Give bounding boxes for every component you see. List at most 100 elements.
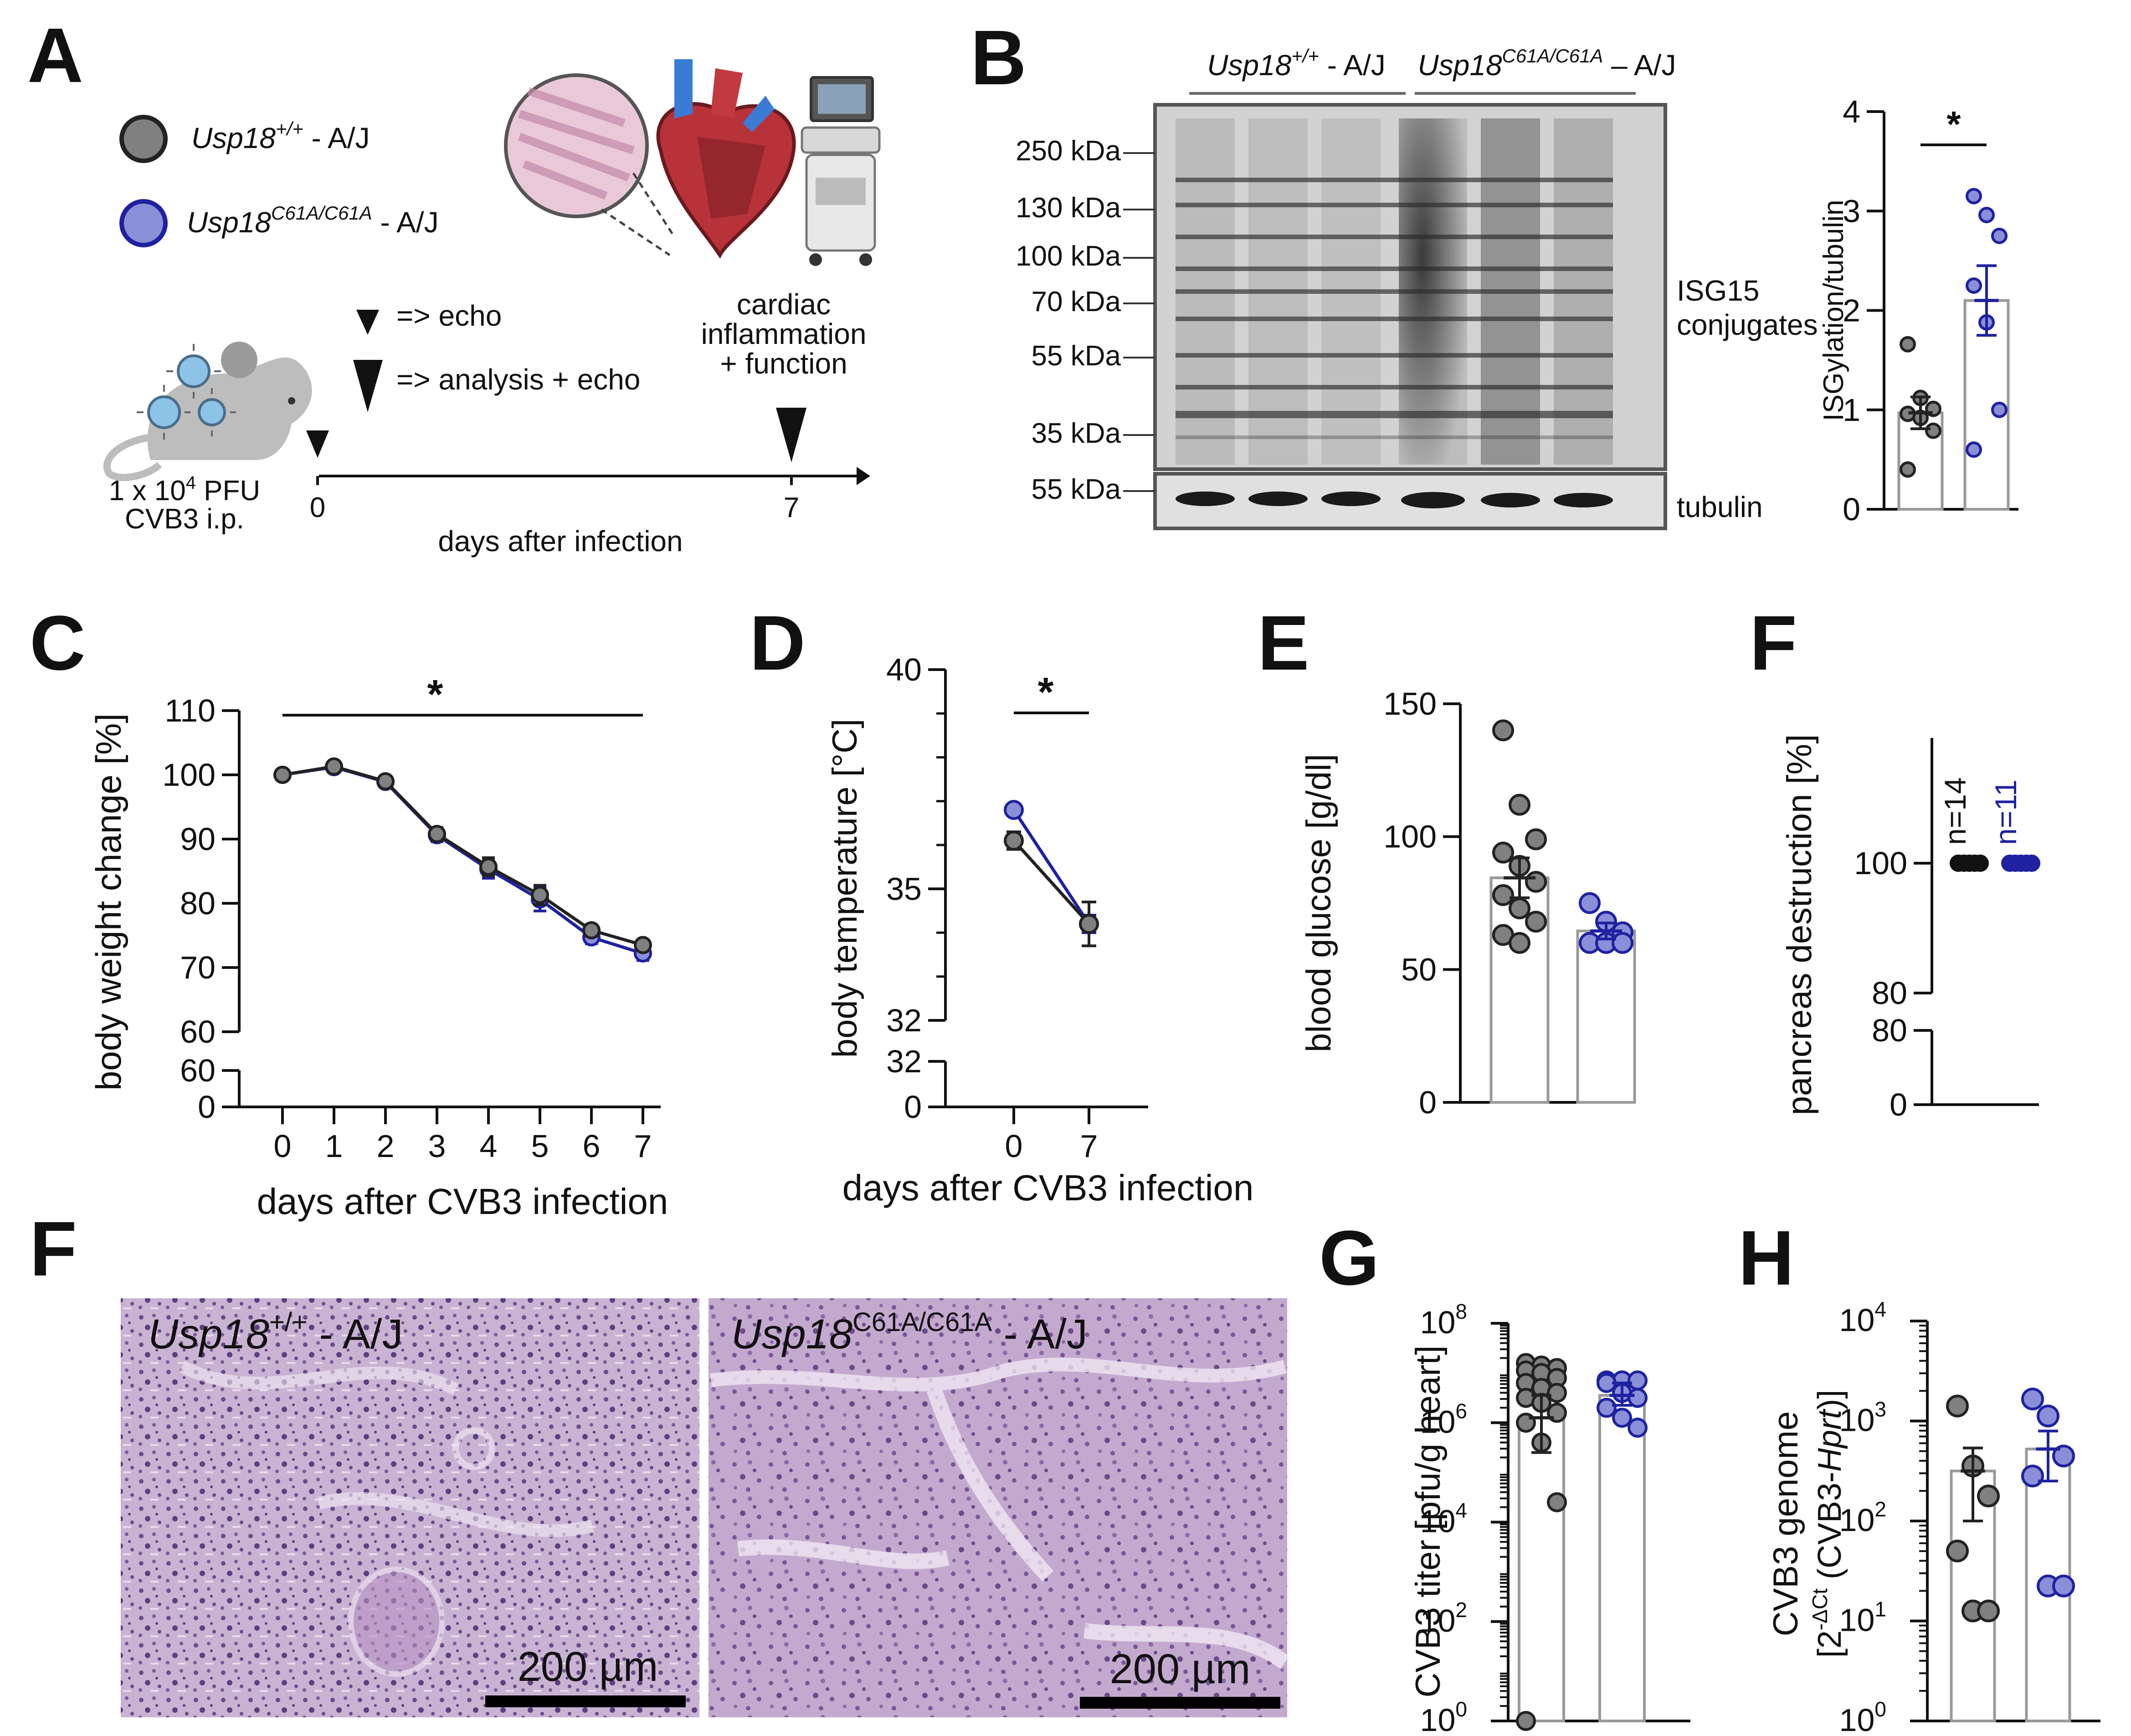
y-axis-label: body weight change [%] <box>88 713 128 1091</box>
y-tick-2-label: 2 <box>1843 293 1860 328</box>
significance-label: * <box>1946 104 1961 144</box>
y-axis-label: body temperature [°C] <box>826 719 864 1058</box>
timeline-marker-day0 <box>306 430 329 458</box>
point-1-3 <box>1966 277 1982 294</box>
y-tick-label-0: 100 <box>1420 1697 1467 1736</box>
point-1-0 <box>1579 892 1601 914</box>
y-tick-upper-3-label: 90 <box>180 821 216 857</box>
blot-label-isg15: ISG15 <box>1677 274 1759 307</box>
y-tick-upper-0-label: 60 <box>180 1014 216 1050</box>
point-1-2 <box>1991 227 2008 244</box>
point-0-4 <box>1972 855 1989 872</box>
panel-label-a: A <box>27 12 83 99</box>
timeline-marker-day7 <box>776 408 806 462</box>
series-line-0 <box>1012 840 1090 925</box>
x-tick-label-2: 2 <box>377 1128 395 1164</box>
point-0-5 <box>1525 871 1547 893</box>
point-0-1 <box>1079 914 1099 934</box>
blot-label-conjugates: conjugates <box>1677 308 1818 341</box>
chart-body-temperature: 32 35 40 0 32 0 7 * days after CVB3 infection bod… <box>826 652 1253 1208</box>
y-tick-label-1: 102 <box>1420 1598 1467 1639</box>
point-0-3 <box>1946 1539 1969 1562</box>
point-0-0 <box>1946 1394 1969 1418</box>
marker-250: 250 kDa <box>1016 135 1121 167</box>
y-tick-lower-0-label: 0 <box>198 1089 216 1125</box>
x-tick-label-1: 7 <box>1080 1128 1098 1164</box>
histology-panel: Usp18+/+ - A/J 200 µm Usp18C61A/C61A - A… <box>121 1298 1290 1717</box>
legend-dot-wt <box>119 115 168 163</box>
point-1-5 <box>1991 401 2008 418</box>
he-scalebar-wt <box>485 1695 686 1707</box>
marker-70: 70 kDa <box>1032 286 1121 317</box>
y-tick-3-label: 150 <box>1383 686 1437 722</box>
y-tick-label-4: 104 <box>1839 1297 1886 1338</box>
x-axis-label: days after CVB3 infection <box>842 1168 1254 1208</box>
dose-line-1: 1 x 104 PFU <box>109 473 260 507</box>
y-tick-lower-1-label: 80 <box>1872 1013 1907 1048</box>
point-0-0 <box>1004 830 1024 851</box>
he-scalebar-label-mut: 200 µm <box>1110 1646 1251 1692</box>
significance-label: * <box>427 672 443 717</box>
y-tick-label-2: 104 <box>1420 1499 1467 1539</box>
blot-label-tubulin: tubulin <box>1677 491 1763 523</box>
point-0-1 <box>325 757 343 776</box>
he-mut-structures <box>710 1357 1290 1669</box>
point-0-2 <box>1977 1485 2000 1508</box>
y-tick-label-3: 106 <box>1420 1399 1467 1439</box>
point-1-8 <box>1628 1418 1648 1438</box>
y-tick-upper-2-label: 40 <box>886 652 922 687</box>
chart-cvb3-genome: 100 101 102 103 104 CVB3 genome[2-ΔCt (CVB3-H… <box>1766 1297 2100 1736</box>
panel-label-d: D <box>750 600 806 686</box>
point-0-6 <box>1900 461 1916 478</box>
marker-tubulin-55: 55 kDa <box>1032 474 1121 505</box>
point-0-0 <box>273 766 292 784</box>
chart-cvb3-titer: 100 102 104 106 108 CVB3 titer [pfu/g heart] <box>1409 1300 1690 1736</box>
y-tick-upper-1-label: 70 <box>180 950 216 985</box>
significance-label: * <box>1037 670 1053 715</box>
blot-group-mut: Usp18C61A/C61A – A/J <box>1418 45 1676 82</box>
marker-130: 130 kDa <box>1016 192 1121 224</box>
blot-markers: 250 kDa 130 kDa 100 kDa 70 kDa 55 kDa 35… <box>1016 135 1155 449</box>
y-tick-label-2: 102 <box>1839 1497 1886 1538</box>
y-tick-lower-0-label: 0 <box>1890 1087 1907 1122</box>
histology-inset <box>504 73 676 256</box>
point-1-4 <box>2023 855 2040 872</box>
x-axis-label: days after CVB3 infection <box>257 1181 668 1222</box>
he-label-wt: Usp18+/+ - A/J <box>148 1307 403 1357</box>
point-0-8 <box>1525 911 1547 933</box>
point-1-2 <box>1628 1370 1648 1391</box>
panel-a: A Usp18+/+ - A/J Usp18C61A/C61A - A/J <box>27 12 881 558</box>
x-tick-label-6: 6 <box>583 1128 601 1164</box>
point-1-1 <box>1978 206 1995 223</box>
he-scalebar-label-wt: 200 µm <box>518 1644 658 1690</box>
chart-blood-glucose: 0 50 100 150 blood glucose [g/dl] <box>1299 686 1636 1120</box>
point-0-4 <box>479 857 498 876</box>
y-tick-upper-1-label: 35 <box>886 871 922 906</box>
y-axis-label: ISGylation/tubulin <box>1818 200 1849 421</box>
y-tick-0-label: 0 <box>1419 1085 1437 1120</box>
point-0-7 <box>1509 897 1530 920</box>
y-tick-label-0: 100 <box>1839 1697 1886 1736</box>
legend-wt: Usp18+/+ - A/J <box>191 118 370 154</box>
timeline-label-7: 7 <box>784 492 799 523</box>
dose-line-2: CVB3 i.p. <box>125 503 244 535</box>
he-scalebar-mut <box>1080 1697 1280 1709</box>
y-tick-3-label: 3 <box>1843 193 1860 229</box>
y-tick-upper-4-label: 100 <box>162 757 216 793</box>
small-arrowhead-icon <box>356 310 379 335</box>
point-0-10 <box>1509 932 1530 954</box>
bar-1 <box>1598 1394 1646 1722</box>
timeline-label-0: 0 <box>310 492 325 523</box>
x-tick-label-0: 0 <box>274 1128 292 1164</box>
y-axis-label-line2: [2-ΔCt (CVB3-Hprt)] <box>1808 1390 1848 1658</box>
point-0-14 <box>1547 1492 1567 1512</box>
series-line-1 <box>1012 809 1090 925</box>
point-1-0 <box>2021 1388 2044 1411</box>
mouse-icon <box>103 342 312 481</box>
panel-label-f-histology: F <box>30 1206 77 1292</box>
x-tick-label-0: 0 <box>1005 1128 1023 1164</box>
chart-pancreas-destruction: 80 100 0 80 n=14 n=11 pancreas destruction [%] <box>1780 734 2040 1122</box>
y-axis-label-line1: CVB3 genome <box>1766 1411 1805 1636</box>
legend-mut: Usp18C61A/C61A - A/J <box>187 202 439 239</box>
